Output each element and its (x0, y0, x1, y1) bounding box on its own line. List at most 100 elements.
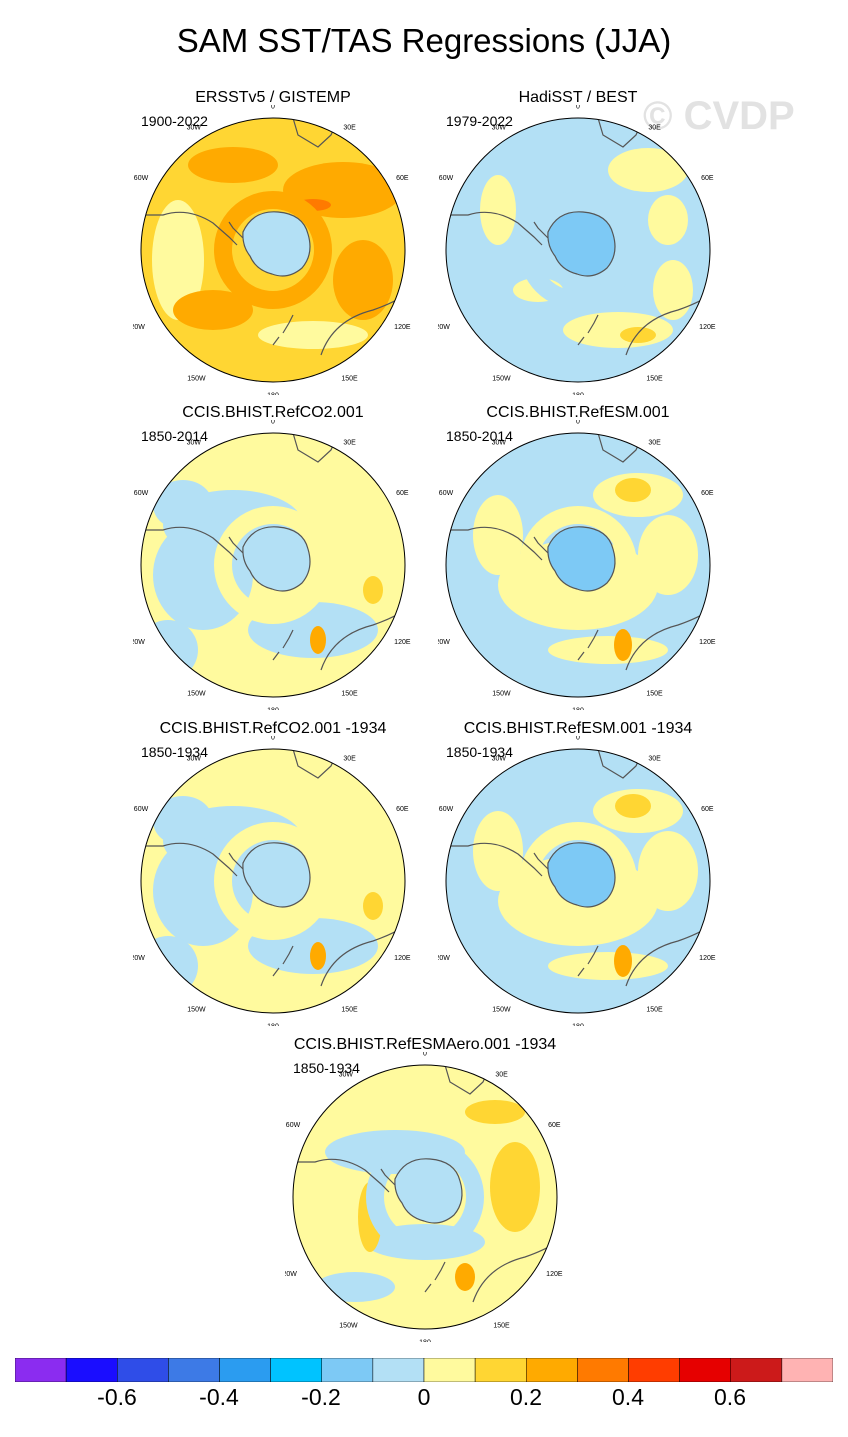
antarctica-outline (242, 526, 311, 592)
colorbar-swatch (219, 1358, 271, 1382)
longitude-label-left_upper: 60W (439, 490, 454, 497)
map-panel-7: CCIS.BHIST.RefESMAero.001 -1934 1850-193… (285, 1036, 565, 1342)
longitude-label-top: 0 (576, 105, 580, 111)
longitude-label-bottom_left: 150W (339, 1323, 358, 1330)
longitude-label-left_lower: 120W (438, 639, 450, 646)
map-border (292, 1064, 558, 1330)
south-america-coast (446, 842, 543, 877)
polar-ring (214, 506, 332, 624)
new-zealand-coast (424, 1261, 446, 1293)
map-panel-6: CCIS.BHIST.RefESM.001 -1934 1850-1934 0 3… (438, 720, 718, 1026)
colorbar-swatch (526, 1358, 578, 1382)
longitude-label-top_left: 30W (339, 1072, 354, 1079)
colorbar-swatch (270, 1358, 322, 1382)
polar-map: 030E60E90E120E150E180150W120W90W60W30W (133, 736, 411, 1026)
colorbar-label: 0 (417, 1384, 431, 1410)
anomaly-region (490, 1142, 540, 1232)
map-border (445, 117, 711, 383)
longitude-label-top_right: 30E (648, 756, 661, 763)
panel-title: CCIS.BHIST.RefCO2.001 (182, 404, 364, 421)
new-zealand-coast (272, 945, 294, 977)
anomaly-region (473, 811, 523, 891)
panel-title: CCIS.BHIST.RefESM.001 (486, 404, 670, 421)
anomaly-region (473, 495, 523, 575)
cvdp-watermark: © CVDP (643, 94, 795, 138)
anomaly-region (638, 515, 698, 595)
longitude-label-bottom: 180 (419, 1340, 431, 1342)
polar-map: 030E60E90E120E150E180150W120W90W60W30W (133, 105, 411, 395)
colorbar-swatch (679, 1358, 731, 1382)
longitude-label-bottom_right: 150E (646, 1007, 663, 1014)
south-america-coast (141, 526, 238, 561)
panel-title: HadiSST / BEST (518, 89, 638, 106)
colorbar (15, 1358, 833, 1382)
antarctica-outline (242, 211, 311, 277)
map-border (140, 748, 406, 1014)
longitude-label-left_upper: 60W (134, 806, 149, 813)
antarctica-outline (547, 842, 616, 908)
anomaly-region (615, 794, 651, 818)
panel-period: 1850-1934 (141, 744, 208, 760)
polar-map: 030E60E90E120E150E180150W120W90W60W30W (438, 105, 716, 395)
longitude-label-top: 0 (271, 420, 275, 426)
longitude-label-bottom_right: 150E (493, 1323, 510, 1330)
anomaly-region (548, 636, 668, 664)
map-border (140, 432, 406, 698)
south-america-coast (446, 211, 543, 246)
colorbar-label: 0.2 (510, 1384, 542, 1410)
anomaly-region (480, 175, 516, 245)
anomaly-region (153, 796, 213, 846)
anomaly-region (620, 327, 656, 343)
longitude-label-right_lower: 120E (699, 955, 716, 962)
panel-period: 1850-1934 (446, 744, 513, 760)
longitude-label-bottom_right: 150E (341, 691, 358, 698)
longitude-label-left_upper: 60W (286, 1122, 301, 1129)
antarctic-peninsula (228, 536, 244, 554)
longitude-label-left_lower: 120W (438, 955, 450, 962)
anomaly-region (615, 478, 651, 502)
antarctic-peninsula (533, 221, 549, 239)
map-panel-2: HadiSST / BEST 1979-2022 030E60E90E120E1… (438, 89, 718, 395)
longitude-label-right_upper: 60E (701, 490, 714, 497)
longitude-label-bottom: 180 (267, 1024, 279, 1026)
longitude-label-bottom_left: 150W (187, 376, 206, 383)
antarctic-peninsula (533, 536, 549, 554)
colorbar-swatch (474, 1358, 527, 1382)
longitude-label-top_left: 30W (492, 125, 507, 132)
antarctic-peninsula (228, 221, 244, 239)
longitude-label-top_left: 30W (492, 440, 507, 447)
new-zealand-coast (577, 945, 599, 977)
longitude-label-top: 0 (576, 736, 580, 742)
longitude-label-bottom_right: 150E (646, 376, 663, 383)
colorbar-swatch (628, 1358, 680, 1382)
panel-title: CCIS.BHIST.RefCO2.001 -1934 (159, 720, 387, 737)
longitude-label-bottom_right: 150E (646, 691, 663, 698)
anomaly-region (455, 1263, 475, 1291)
anomaly-region (333, 240, 393, 320)
polar-map: 030E60E90E120E150E180150W120W90W60W30W (133, 420, 411, 710)
antarctic-peninsula (228, 852, 244, 870)
anomaly-region (188, 147, 278, 183)
longitude-label-left_lower: 120W (133, 955, 145, 962)
polar-ring (519, 506, 637, 624)
south-america-coast (293, 1158, 390, 1193)
south-america-coast (141, 842, 238, 877)
colorbar-label: -0.2 (301, 1384, 341, 1410)
anomaly-region (548, 952, 668, 980)
longitude-label-top_left: 30W (187, 756, 202, 763)
longitude-label-left_lower: 120W (133, 324, 145, 331)
longitude-label-bottom: 180 (572, 1024, 584, 1026)
anomaly-region (315, 1272, 395, 1302)
polar-ring (519, 822, 637, 940)
antarctic-peninsula (380, 1168, 396, 1186)
anomaly-region (638, 831, 698, 911)
antarctica-outline (394, 1158, 463, 1224)
panel-period: 1850-2014 (446, 428, 513, 444)
anomaly-region (648, 195, 688, 245)
antarctic-peninsula (533, 852, 549, 870)
longitude-label-bottom: 180 (572, 393, 584, 395)
longitude-label-right_upper: 60E (396, 806, 409, 813)
longitude-label-left_lower: 120W (438, 324, 450, 331)
map-panel-5: CCIS.BHIST.RefCO2.001 -1934 1850-1934 0 3… (133, 720, 413, 1026)
polar-ring (366, 1138, 484, 1256)
